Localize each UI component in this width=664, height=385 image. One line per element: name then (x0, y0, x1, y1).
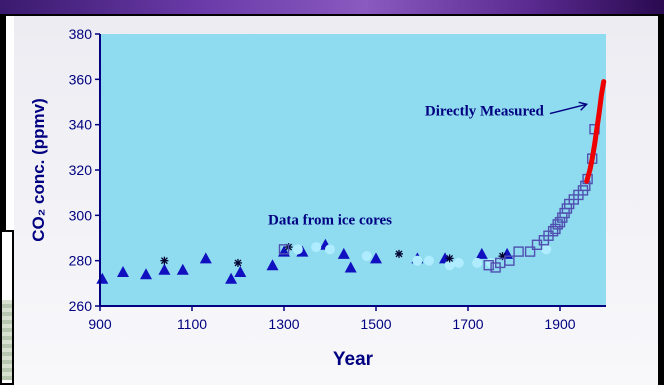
top-banner-strip (0, 0, 664, 14)
right-border (658, 14, 664, 385)
triangle-point (199, 252, 212, 264)
square-point (513, 246, 524, 257)
x-tick-label: 900 (88, 316, 112, 332)
triangle-point (140, 268, 152, 280)
square-point (504, 255, 515, 266)
square-point (483, 260, 494, 271)
triangle-point (370, 252, 382, 264)
y-tick-label: 280 (69, 253, 93, 269)
y-tick-label: 320 (69, 162, 93, 178)
circle-point (472, 257, 483, 268)
circle-point (325, 244, 335, 255)
triangle-point (176, 263, 189, 275)
triangle-point (234, 266, 247, 277)
y-axis-title: CO₂ conc. (ppmv) (29, 98, 48, 242)
circle-point (361, 251, 372, 262)
triangle-point (266, 259, 279, 271)
star-point (395, 249, 403, 258)
circle-point (412, 255, 423, 266)
plot-area (100, 34, 606, 306)
star-point (234, 258, 242, 267)
annotation-directly-measured: Directly Measured (425, 104, 545, 120)
circle-point (444, 260, 455, 271)
annotation-ice-cores: Data from ice cores (268, 212, 392, 228)
triangle-point (158, 263, 171, 275)
triangle-point (225, 272, 238, 284)
partial-thumbnail (2, 300, 12, 380)
arrow-icon (549, 101, 589, 115)
y-tick-label: 360 (69, 71, 93, 87)
x-tick-label: 1900 (544, 316, 575, 332)
triangle-point (344, 261, 357, 273)
triangle-point (337, 247, 350, 259)
square-point (524, 246, 536, 257)
star-point (160, 256, 169, 265)
triangle-point (475, 247, 488, 259)
x-tick-label: 1300 (268, 316, 299, 332)
top-divider (0, 14, 664, 16)
x-tick-label: 1100 (177, 316, 207, 332)
left-border (0, 14, 6, 385)
square-point (278, 244, 290, 255)
y-tick-label: 340 (69, 117, 93, 133)
circle-point (541, 244, 552, 255)
x-axis-title: Year (333, 349, 374, 370)
circle-point (311, 242, 322, 253)
star-point (445, 254, 454, 263)
y-tick-label: 300 (69, 207, 93, 223)
circle-point (453, 257, 464, 268)
x-tick-label: 1700 (452, 316, 483, 332)
circle-point (292, 244, 303, 255)
triangle-point (117, 266, 129, 277)
y-tick-label: 380 (69, 26, 93, 42)
x-tick-label: 1500 (360, 316, 391, 332)
measured-series-line (584, 79, 607, 184)
y-tick-label: 260 (69, 298, 93, 314)
circle-point (423, 255, 434, 266)
